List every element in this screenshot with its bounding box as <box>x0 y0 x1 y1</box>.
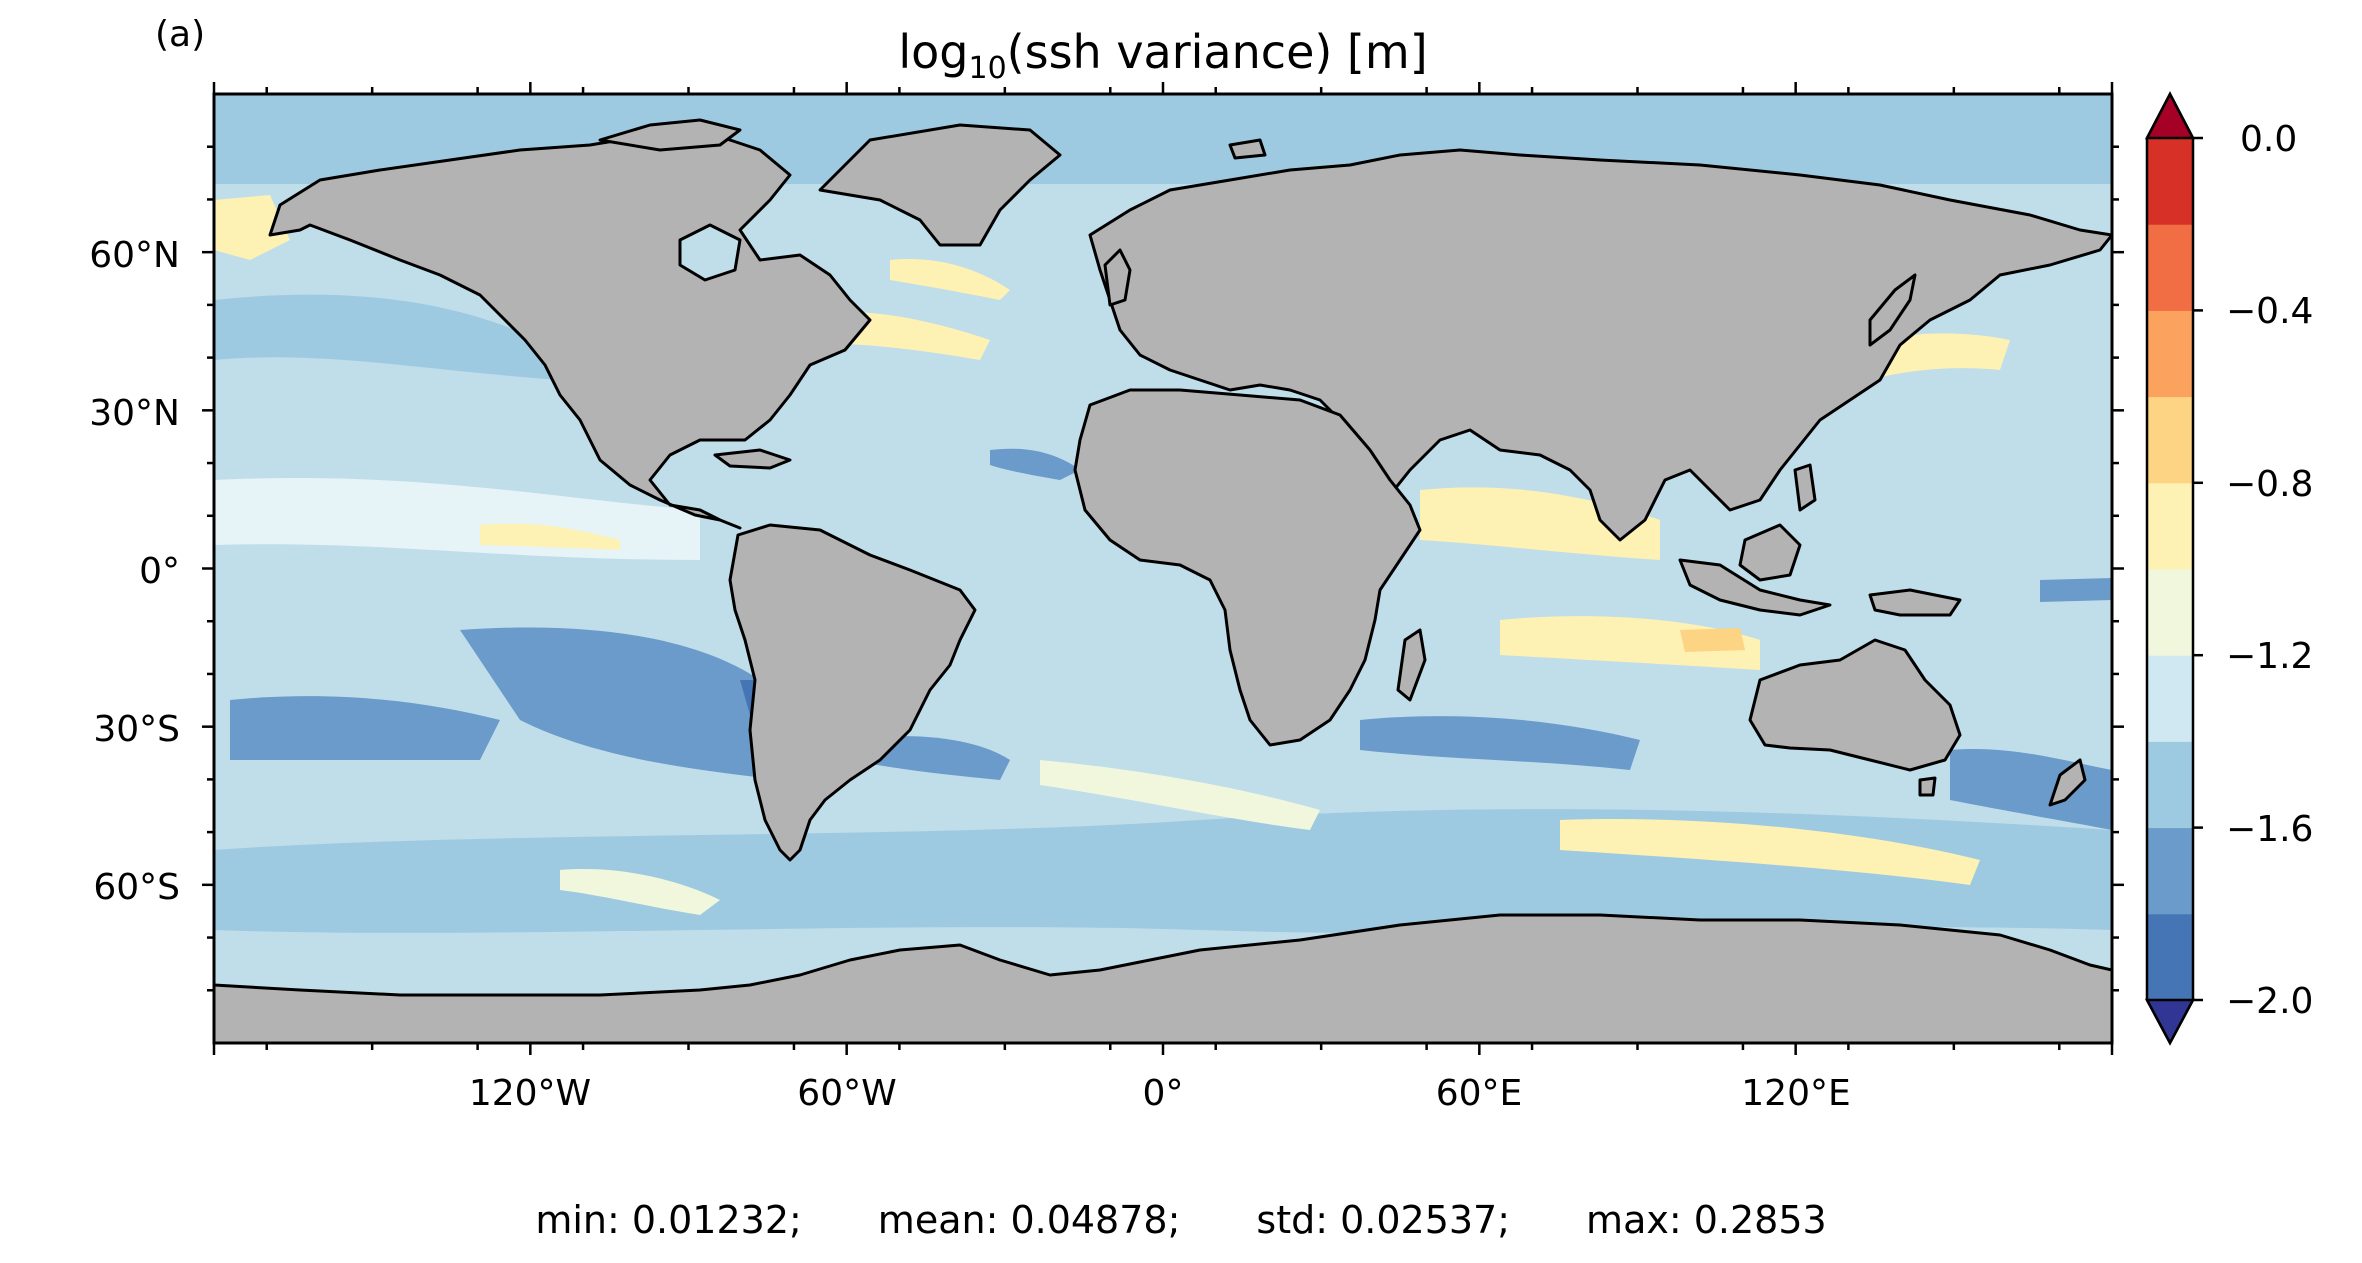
map-area <box>214 94 2112 1043</box>
colorbar-segment <box>2147 569 2193 656</box>
colorbar-over-triangle <box>2144 91 2196 140</box>
colorbar-segment <box>2147 741 2193 829</box>
africa <box>1073 388 1422 747</box>
lon-label-120e: 120°E <box>1741 1073 1850 1114</box>
colorbar-tick-4: −1.6 <box>2226 809 2313 850</box>
lat-ticks <box>202 145 2124 992</box>
japan <box>1868 273 1917 347</box>
new-guinea <box>1868 588 1962 617</box>
lat-label-60s: 60°S <box>93 867 180 908</box>
panel-label: (a) <box>155 14 205 55</box>
stat-max: max: 0.2853 <box>1586 1198 1827 1242</box>
australia <box>1748 638 1962 772</box>
caribbean <box>713 448 792 470</box>
colorbar-segments <box>2147 138 2193 1001</box>
acc-yellow-1 <box>1040 760 1320 830</box>
bering-warm <box>214 195 290 260</box>
colorbar-segment <box>2147 224 2193 311</box>
ssh-variance-field <box>214 94 2112 933</box>
antarctica <box>214 913 2112 1043</box>
lon-label-0: 0° <box>1143 1073 1184 1114</box>
philippines <box>1793 463 1817 512</box>
colorbar-tick-1: −0.4 <box>2226 291 2313 332</box>
colorbar-segment <box>2147 396 2193 484</box>
indian-ocean-low <box>1360 716 1640 770</box>
stats-line: min: 0.01232; mean: 0.04878; std: 0.0253… <box>0 1198 2362 1258</box>
colorbar-under-triangle <box>2144 998 2196 1046</box>
tasmania <box>1918 776 1937 797</box>
lon-ticks <box>212 82 2114 1055</box>
east-pacific-low <box>990 448 1080 480</box>
uk <box>1103 248 1132 307</box>
madagascar <box>1396 628 1427 702</box>
greenland <box>818 123 1062 247</box>
colorbar-segment <box>2147 655 2193 742</box>
borneo <box>1738 523 1802 582</box>
acc-yellow-3 <box>560 869 720 915</box>
colorbar-tick-0: 0.0 <box>2240 119 2297 160</box>
colorbar: 0.0 −0.4 −0.8 −1.2 −1.6 −2.0 <box>2144 91 2313 1046</box>
new-zealand <box>2048 758 2087 807</box>
lat-label-60n: 60°N <box>89 235 180 276</box>
south-america <box>728 523 977 862</box>
colorbar-tick-3: −1.2 <box>2226 636 2313 677</box>
equatorial-pacific-core <box>480 523 620 550</box>
north-atlantic-warm-2 <box>890 259 1010 300</box>
colorbar-tick-5: −2.0 <box>2226 981 2313 1022</box>
stat-std: std: 0.02537; <box>1256 1198 1511 1242</box>
land <box>214 118 2112 1043</box>
colorbar-segment <box>2147 913 2193 1001</box>
south-pacific-low <box>460 627 780 780</box>
lat-label-eq: 0° <box>139 551 180 592</box>
stat-min: min: 0.01232; <box>535 1198 802 1242</box>
lon-label-120w: 120°W <box>469 1073 591 1114</box>
colorbar-segment <box>2147 482 2193 570</box>
lat-label-30s: 30°S <box>93 709 180 750</box>
colorbar-tick-2: −0.8 <box>2226 464 2313 505</box>
colorbar-segment <box>2147 827 2193 915</box>
stat-mean: mean: 0.04878; <box>877 1198 1181 1242</box>
eurasia <box>1088 148 2112 542</box>
colorbar-segment <box>2147 310 2193 398</box>
lon-label-60w: 60°W <box>797 1073 896 1114</box>
indonesia <box>1678 558 1832 617</box>
canadian-arctic-islands <box>598 118 742 152</box>
indian-ocean-orange <box>1680 628 1745 652</box>
hudson-bay <box>678 223 742 282</box>
south-pacific-low-2 <box>230 696 500 760</box>
north-pacific-band <box>214 294 560 380</box>
lat-label-30n: 30°N <box>89 393 180 434</box>
svalbard-islands <box>1228 138 1267 160</box>
map-title: log10(ssh variance) [m] <box>898 25 1427 86</box>
lon-label-60e: 60°E <box>1436 1073 1523 1114</box>
equatorial-west-pacific-low <box>2040 578 2112 602</box>
acc-yellow-2 <box>1560 819 1980 885</box>
colorbar-segment <box>2147 138 2193 225</box>
colorbar-ticks <box>2193 136 2203 1002</box>
